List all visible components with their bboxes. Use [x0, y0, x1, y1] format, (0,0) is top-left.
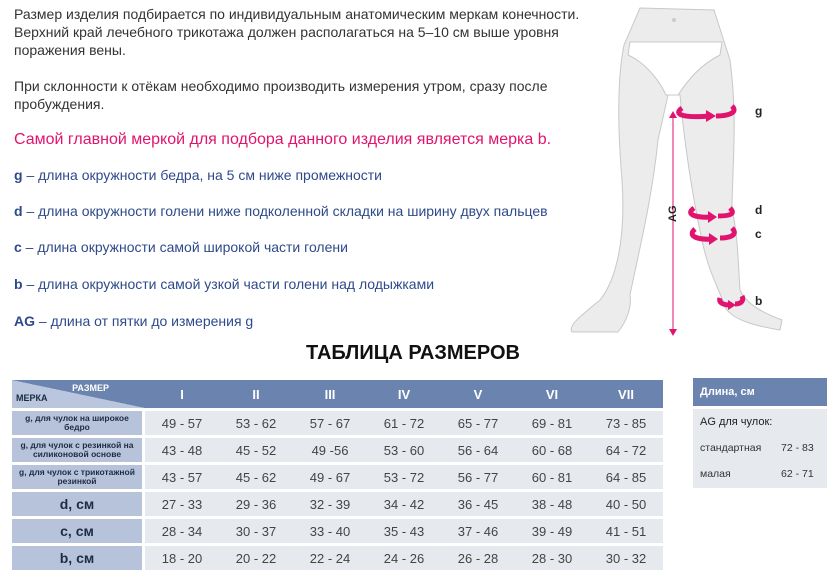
row-label: g, для чулок с трикотажной резинкой	[12, 465, 145, 489]
ag-label: AG	[667, 206, 679, 223]
size-value: 29 - 36	[219, 492, 293, 516]
size-value: 27 - 33	[145, 492, 219, 516]
size-table-title: ТАБЛИЦА РАЗМЕРОВ	[306, 342, 520, 364]
row-label: d, см	[12, 492, 145, 516]
legend-text: – длина окружности бедра, на 5 см ниже п…	[22, 167, 382, 183]
row-label: g, для чулок с резинкой на силиконовой о…	[12, 438, 145, 462]
size-value: 49 - 57	[145, 411, 219, 435]
size-value: 28 - 34	[145, 519, 219, 543]
length-small-name: малая	[700, 468, 731, 480]
size-value: 65 - 77	[441, 411, 515, 435]
legend-key: AG	[14, 313, 35, 329]
size-value: 28 - 30	[515, 546, 589, 570]
length-small-value: 62 - 71	[781, 468, 814, 480]
size-value: 35 - 43	[367, 519, 441, 543]
size-table: РАЗМЕР МЕРКА I II III IV V VI VII g, для чулок н…	[12, 377, 663, 573]
size-value: 64 - 72	[589, 438, 663, 462]
legend-key: c	[14, 239, 22, 255]
size-value: 56 - 64	[441, 438, 515, 462]
legend-text: – длина от пятки до измерения g	[35, 313, 254, 329]
size-value: 18 - 20	[145, 546, 219, 570]
corner-cell: РАЗМЕР МЕРКА	[12, 380, 145, 408]
size-value: 73 - 85	[589, 411, 663, 435]
legend-item: g – длина окружности бедра, на 5 см ниже…	[14, 167, 382, 183]
legend-item: d – длина окружности голени ниже подколе…	[14, 203, 548, 219]
legend-item: b – длина окружности самой узкой части г…	[14, 276, 434, 292]
size-value: 26 - 28	[441, 546, 515, 570]
legend-item: AG – длина от пятки до измерения g	[14, 313, 253, 329]
size-value: 53 - 72	[367, 465, 441, 489]
label-d: d	[755, 203, 762, 217]
size-header: I	[145, 380, 219, 408]
size-value: 45 - 62	[219, 465, 293, 489]
legend-key: g	[14, 167, 23, 183]
main-measure-note: Самой главной меркой для подбора данного…	[14, 131, 552, 148]
row-label: g, для чулок на широкое бедро	[12, 411, 145, 435]
size-value: 43 - 57	[145, 465, 219, 489]
table-row: b, см 18 - 20 20 - 22 22 - 24 24 - 26 26 - 28…	[12, 546, 663, 570]
size-value: 30 - 37	[219, 519, 293, 543]
size-header: IV	[367, 380, 441, 408]
legend-text: – длина окружности самой узкой части гол…	[22, 276, 435, 292]
size-value: 41 - 51	[589, 519, 663, 543]
size-value: 24 - 26	[367, 546, 441, 570]
size-value: 56 - 77	[441, 465, 515, 489]
size-value: 61 - 72	[367, 411, 441, 435]
corner-measure-label: МЕРКА	[16, 393, 48, 403]
size-value: 32 - 39	[293, 492, 367, 516]
size-header: II	[219, 380, 293, 408]
size-value: 39 - 49	[515, 519, 589, 543]
size-value: 34 - 42	[367, 492, 441, 516]
size-value: 69 - 81	[515, 411, 589, 435]
size-value: 49 - 67	[293, 465, 367, 489]
legend-text: – длина окружности голени ниже подколенн…	[22, 203, 548, 219]
size-header: VI	[515, 380, 589, 408]
label-c: c	[755, 227, 762, 241]
row-label: c, см	[12, 519, 145, 543]
legend-key: b	[14, 276, 23, 292]
size-value: 53 - 60	[367, 438, 441, 462]
size-value: 49 -56	[293, 438, 367, 462]
size-value: 57 - 67	[293, 411, 367, 435]
length-header: Длина, см	[693, 378, 827, 406]
size-value: 60 - 81	[515, 465, 589, 489]
size-value: 38 - 48	[515, 492, 589, 516]
intro-paragraph-2: При склонности к отёкам необходимо произ…	[14, 78, 548, 112]
size-value: 40 - 50	[589, 492, 663, 516]
table-row: g, для чулок с резинкой на силиконовой о…	[12, 438, 663, 462]
table-row: c, см 28 - 34 30 - 37 33 - 40 35 - 43 37 - 46…	[12, 519, 663, 543]
table-row: g, для чулок на широкое бедро 49 - 57 53 -…	[12, 411, 663, 435]
size-value: 36 - 45	[441, 492, 515, 516]
length-subtitle: AG для чулок:	[700, 416, 773, 428]
leg-diagram: AG g d c b	[570, 7, 783, 336]
size-value: 20 - 22	[219, 546, 293, 570]
size-value: 33 - 40	[293, 519, 367, 543]
corner-size-label: РАЗМЕР	[72, 383, 109, 393]
size-value: 37 - 46	[441, 519, 515, 543]
legend-text: – длина окружности самой широкой части г…	[21, 239, 348, 255]
size-header: VII	[589, 380, 663, 408]
length-standard-name: стандартная	[700, 442, 762, 454]
row-label: b, см	[12, 546, 145, 570]
size-value: 43 - 48	[145, 438, 219, 462]
size-value: 64 - 85	[589, 465, 663, 489]
table-row: g, для чулок с трикотажной резинкой 43 - …	[12, 465, 663, 489]
size-value: 60 - 68	[515, 438, 589, 462]
length-standard-value: 72 - 83	[781, 442, 814, 454]
intro-paragraph-1: Размер изделия подбирается по индивидуал…	[14, 6, 580, 58]
size-value: 45 - 52	[219, 438, 293, 462]
legend-item: c – длина окружности самой широкой части…	[14, 239, 348, 255]
table-row: d, см 27 - 33 29 - 36 32 - 39 34 - 42 36 - 45…	[12, 492, 663, 516]
size-value: 22 - 24	[293, 546, 367, 570]
size-header: III	[293, 380, 367, 408]
legend-key: d	[14, 203, 23, 219]
size-value: 53 - 62	[219, 411, 293, 435]
label-b: b	[755, 294, 762, 308]
size-header: V	[441, 380, 515, 408]
label-g: g	[755, 104, 762, 118]
length-box: Длина, см AG для чулок: стандартная 72 -…	[693, 378, 827, 488]
size-value: 30 - 32	[589, 546, 663, 570]
